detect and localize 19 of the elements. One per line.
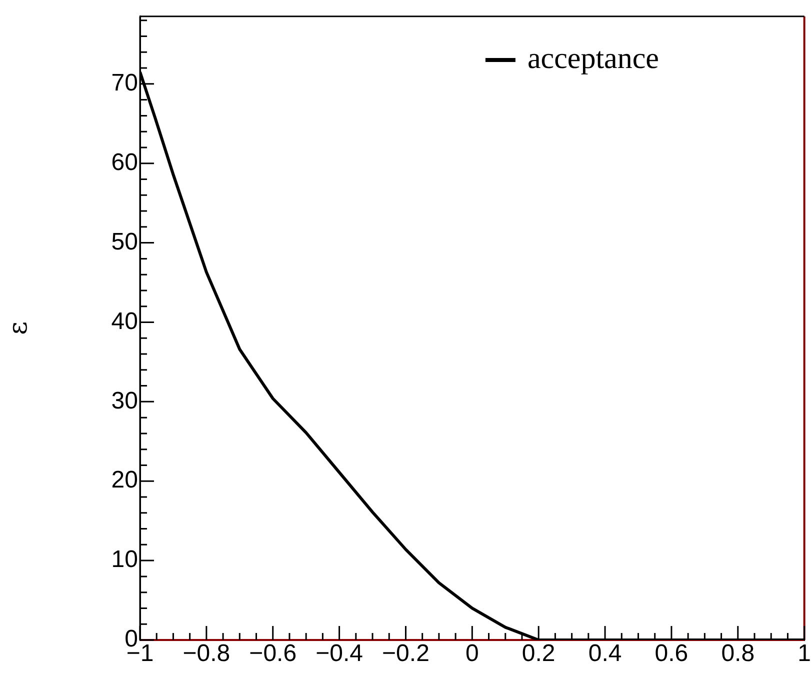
y-tick-label: 30 <box>111 387 138 414</box>
x-tick-label: 0.4 <box>588 640 622 668</box>
x-tick-label: 0.6 <box>654 640 688 668</box>
y-axis-title: ε <box>3 321 34 335</box>
y-tick-label: 20 <box>111 466 138 494</box>
y-tick-label: 60 <box>111 148 138 176</box>
y-tick-label: 50 <box>111 228 138 256</box>
x-tick-label: 0 <box>465 640 479 668</box>
x-tick-label: 0.2 <box>522 640 556 668</box>
y-tick-label: 70 <box>111 70 138 97</box>
y-tick-label: 40 <box>111 308 138 335</box>
x-tick-label: −0.2 <box>382 640 430 668</box>
x-tick-label: 0.8 <box>721 640 755 668</box>
x-tick-label: −0.6 <box>249 640 297 668</box>
legend-label: acceptance <box>527 42 659 75</box>
x-tick-label: −0.4 <box>316 640 363 668</box>
y-tick-label: 10 <box>111 546 138 574</box>
x-tick-label: 1 <box>798 640 811 668</box>
x-tick-label: −0.8 <box>182 640 230 668</box>
